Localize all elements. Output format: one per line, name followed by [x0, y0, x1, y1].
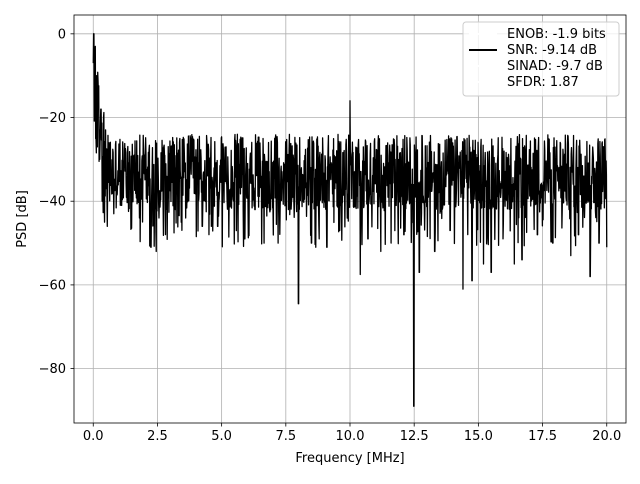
- psd-series-line: [92, 33, 608, 407]
- x-tick-label: 2.5: [147, 429, 168, 444]
- x-tick-label: 0.0: [83, 429, 104, 444]
- x-tick-label: 10.0: [336, 429, 365, 444]
- y-tick-label: −20: [39, 111, 66, 126]
- data-layer: [92, 33, 608, 407]
- y-tick-label: −60: [39, 278, 66, 293]
- legend-label: SFDR: 1.87: [507, 75, 579, 90]
- y-axis-label: PSD [dB]: [15, 190, 30, 248]
- legend-label: SNR: -9.14 dB: [507, 43, 597, 58]
- y-tick-label: −40: [39, 195, 66, 210]
- x-tick-label: 12.5: [400, 429, 429, 444]
- x-tick-label: 15.0: [464, 429, 493, 444]
- axis-ticks: 0.0 2.5 5.0 7.5 10.0 12.5 15.0 17.5 20.0 0 −20 −40 −…: [39, 27, 622, 444]
- x-tick-label: 7.5: [275, 429, 296, 444]
- legend-box: [462, 21, 620, 97]
- x-tick-label: 20.0: [592, 429, 621, 444]
- x-axis-label: Frequency [MHz]: [295, 451, 404, 466]
- x-tick-label: 5.0: [211, 429, 232, 444]
- legend-label: ENOB: -1.9 bits: [507, 27, 606, 42]
- y-tick-label: 0: [58, 27, 66, 42]
- x-tick-label: 17.5: [528, 429, 557, 444]
- y-tick-label: −80: [39, 362, 66, 377]
- legend-label: SINAD: -9.7 dB: [507, 59, 603, 74]
